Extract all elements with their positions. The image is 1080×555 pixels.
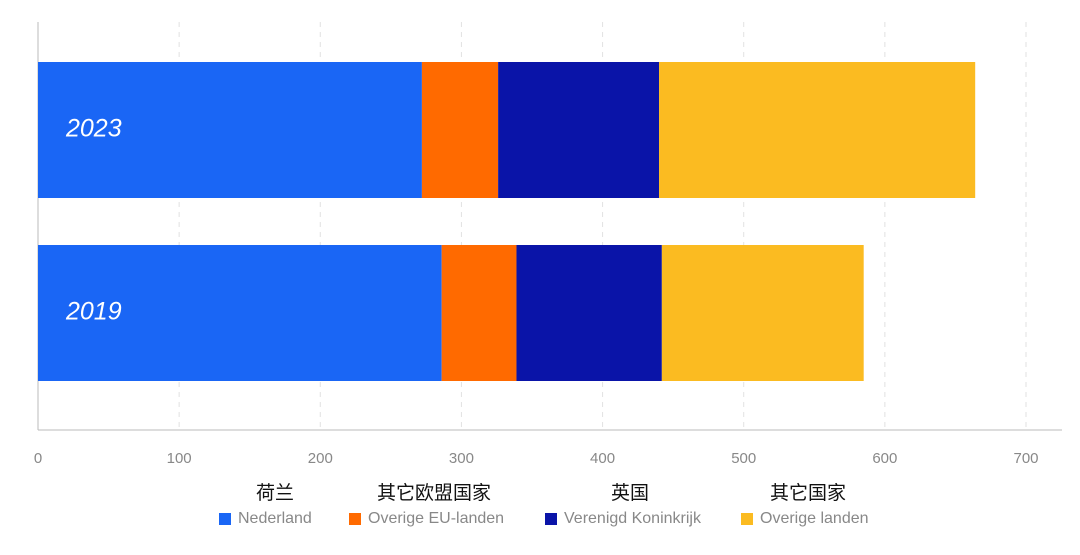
x-tick-label: 100 [167, 450, 192, 467]
x-tick-label: 200 [308, 450, 333, 467]
bar-segment [38, 62, 422, 198]
legend-swatch [545, 513, 557, 525]
legend-label-cn: 其它欧盟国家 [377, 482, 491, 504]
bar-segment [661, 245, 864, 381]
x-tick-label: 700 [1013, 450, 1038, 467]
legend-label: Overige landen [760, 510, 869, 527]
legend-swatch [219, 513, 231, 525]
bar-segment [421, 62, 499, 198]
legend-label: Verenigd Koninkrijk [564, 510, 702, 527]
bar-segment [516, 245, 662, 381]
bar-segment [441, 245, 517, 381]
category-label: 2023 [65, 115, 122, 143]
legend-swatch [349, 513, 361, 525]
x-tick-label: 400 [590, 450, 615, 467]
legend-label: Overige EU-landen [368, 510, 504, 527]
legend-label-cn: 其它国家 [770, 482, 846, 504]
x-tick-label: 300 [449, 450, 474, 467]
legend-label-cn: 荷兰 [256, 482, 294, 504]
category-label: 2019 [65, 298, 122, 326]
bar-segment [498, 62, 660, 198]
legend-label: Nederland [238, 510, 312, 527]
x-tick-label: 600 [872, 450, 897, 467]
legend-swatch [741, 513, 753, 525]
legend-label-cn: 英国 [611, 482, 649, 504]
bar-segment [38, 245, 442, 381]
x-tick-label: 0 [34, 450, 42, 467]
x-tick-label: 500 [731, 450, 756, 467]
bar-segment [659, 62, 976, 198]
